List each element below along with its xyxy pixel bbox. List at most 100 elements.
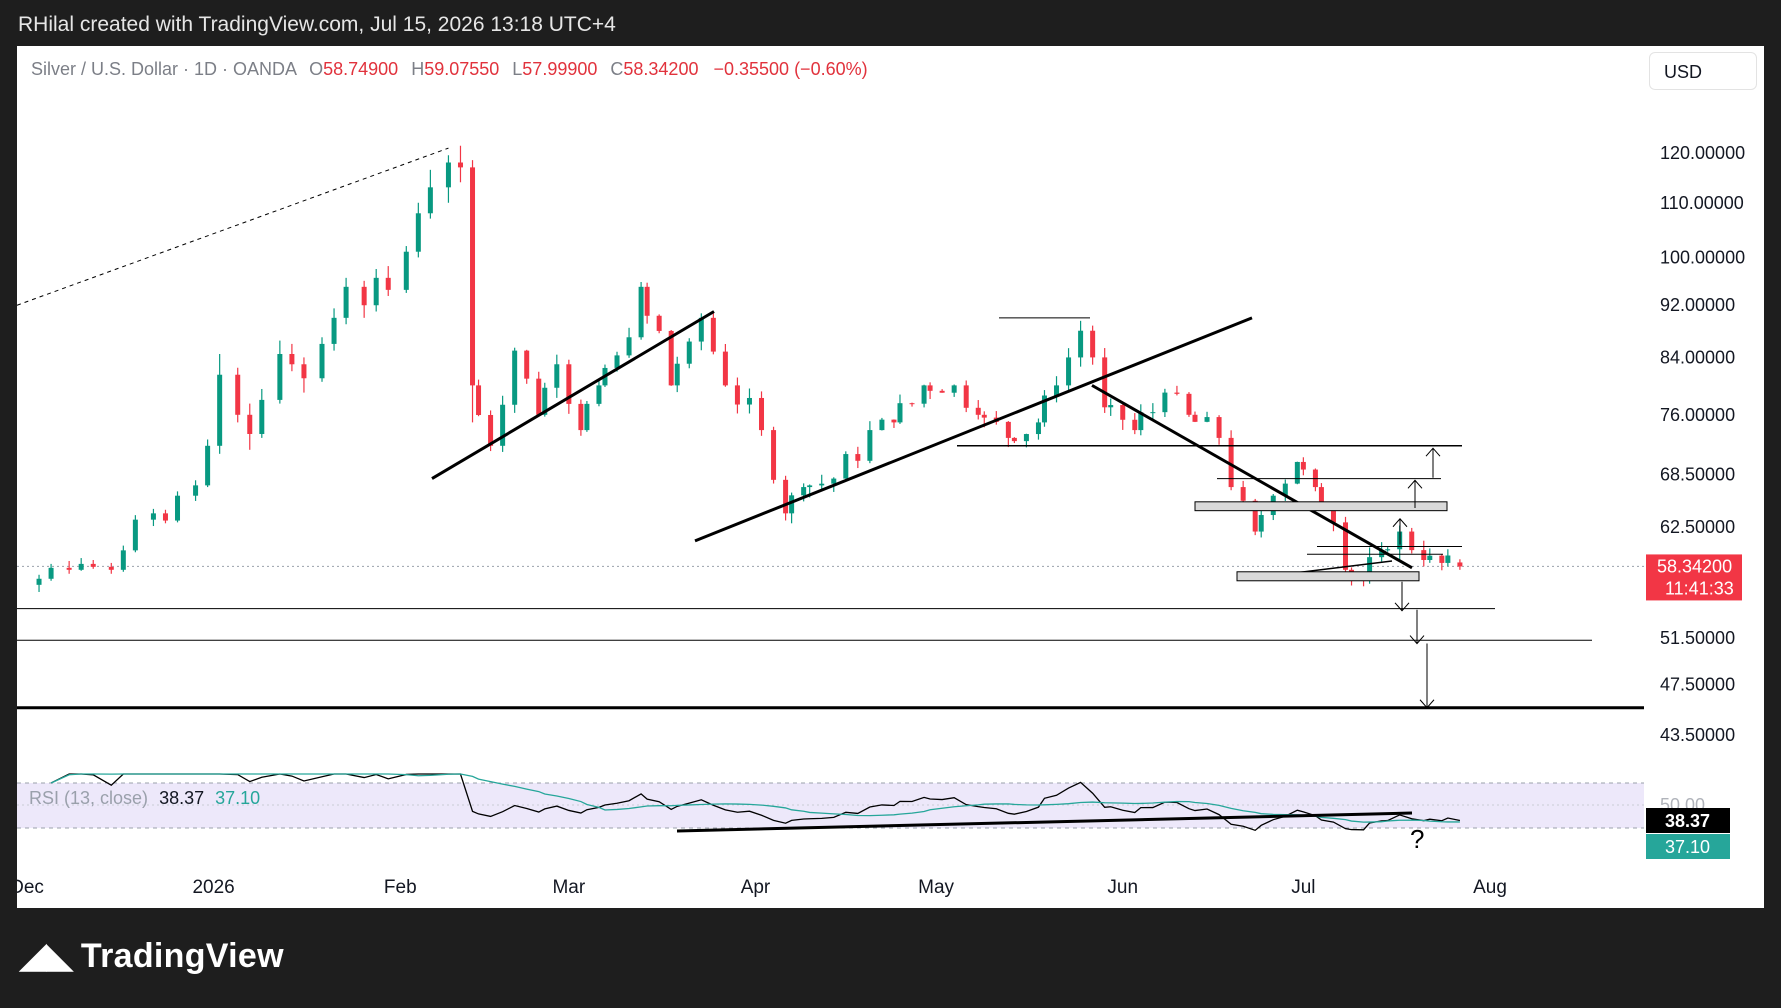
- candle-body: [373, 277, 379, 306]
- candle-body: [1011, 437, 1017, 442]
- candle-body: [78, 563, 84, 570]
- candle-body: [1427, 555, 1433, 560]
- close-label: C: [610, 59, 624, 79]
- candle-body: [385, 277, 391, 290]
- candle-body: [710, 317, 716, 352]
- candle-body: [578, 403, 584, 431]
- candle-body: [90, 563, 96, 567]
- candle-body: [891, 419, 897, 423]
- change-value: −0.35500 (−0.60%): [713, 59, 868, 79]
- price-tick-label: 120.00000: [1660, 143, 1745, 163]
- rsi-ma-value: 37.10: [215, 788, 261, 808]
- arrow-head: [1409, 635, 1425, 645]
- price-tick-label: 84.00000: [1660, 347, 1735, 367]
- annotation-question-mark: ?: [1410, 824, 1424, 854]
- candle-body: [415, 213, 421, 252]
- price-tick-label: 110.00000: [1660, 193, 1744, 213]
- candle-body: [1252, 500, 1258, 532]
- candle-body: [1132, 419, 1138, 431]
- currency-button[interactable]: USD: [1649, 52, 1757, 90]
- supply-zone: [1194, 501, 1448, 512]
- rsi-title[interactable]: RSI (13, close): [29, 788, 149, 808]
- candle-body: [1216, 417, 1222, 438]
- candle-body: [1282, 483, 1288, 496]
- candle-body: [470, 167, 476, 386]
- open-value: 58.74900: [323, 59, 399, 79]
- time-tick-label: Dec: [17, 877, 44, 898]
- candle-body: [554, 364, 560, 388]
- candle-body: [331, 317, 337, 344]
- candle-body: [1318, 487, 1324, 511]
- candle-body: [909, 403, 915, 405]
- candle-body: [771, 430, 777, 480]
- candle-body: [427, 187, 433, 214]
- candle-body: [1078, 330, 1084, 358]
- low-label: L: [512, 59, 523, 79]
- candle-body: [921, 385, 927, 404]
- time-tick-label: Apr: [741, 877, 771, 898]
- demand-zone: [1236, 571, 1420, 582]
- time-tick-label: Feb: [384, 877, 417, 898]
- candle-body: [175, 495, 181, 521]
- candle-body: [536, 378, 542, 415]
- candle-body: [132, 519, 138, 551]
- candle-body: [722, 351, 728, 386]
- trendline-support-1: [431, 310, 715, 480]
- candle-body: [1035, 422, 1041, 435]
- candle-body: [488, 414, 494, 446]
- candle-body: [759, 397, 765, 431]
- candle-body: [879, 419, 885, 431]
- price-tick-label: 100.00000: [1660, 247, 1745, 267]
- time-tick-label: Jun: [1107, 877, 1138, 898]
- rsi-value-tag-bg: [1646, 808, 1730, 833]
- rsi-ma-line: [50, 773, 1460, 823]
- high-label: H: [411, 59, 425, 79]
- candle-body: [626, 337, 632, 356]
- candle-body: [66, 567, 72, 570]
- candle-body: [512, 350, 518, 405]
- candle-body: [259, 399, 265, 434]
- candle-body: [1439, 555, 1445, 563]
- trendline-support-2: [694, 316, 1253, 543]
- price-tick-label: 51.50000: [1660, 628, 1735, 648]
- candle-body: [343, 286, 349, 318]
- footer: ◢◣ TradingView: [0, 908, 1781, 1008]
- candle-body: [150, 513, 156, 520]
- candle-body: [1090, 330, 1096, 358]
- candle-body: [524, 350, 530, 379]
- chart-canvas[interactable]: 120.00000 110.00000 100.00000 92.00000 84.00…: [17, 46, 1764, 908]
- candle-body: [596, 385, 602, 404]
- candle-body: [247, 414, 253, 434]
- candle-body: [1294, 461, 1300, 484]
- candles-group: [36, 145, 1463, 592]
- candle-body: [927, 385, 933, 391]
- candle-body: [638, 286, 644, 338]
- candle-body: [1192, 414, 1198, 422]
- brand-text: TradingView: [80, 937, 284, 975]
- candle-body: [656, 315, 662, 331]
- arrow-head: [1419, 699, 1435, 709]
- candle-body: [843, 454, 849, 479]
- candle-body: [1054, 385, 1060, 396]
- target-arrow-up-1: [1425, 447, 1441, 478]
- candle-body: [235, 374, 241, 415]
- candle-body: [746, 397, 752, 405]
- candle-body: [897, 403, 903, 423]
- candle-body: [951, 385, 957, 393]
- price-tick-label: 43.50000: [1660, 725, 1735, 745]
- symbol-title[interactable]: Silver / U.S. Dollar · 1D · OANDA: [31, 59, 297, 79]
- chart-panel[interactable]: 120.00000 110.00000 100.00000 92.00000 84.00…: [17, 46, 1764, 908]
- candle-body: [1005, 421, 1011, 438]
- rsi-value-tag: 38.37: [1665, 811, 1710, 831]
- time-tick-label: Jul: [1291, 877, 1315, 898]
- candle-body: [975, 407, 981, 415]
- candle-body: [668, 330, 674, 386]
- candle-body: [1102, 357, 1108, 408]
- candle-body: [1066, 357, 1072, 386]
- candle-body: [542, 387, 548, 415]
- price-axis: 120.00000 110.00000 100.00000 92.00000 84.00…: [1660, 143, 1745, 745]
- candle-body: [819, 483, 825, 486]
- candle-body: [217, 374, 223, 446]
- tv-mark-icon: ◢◣: [20, 937, 73, 975]
- tradingview-logo[interactable]: ◢◣ TradingView: [20, 936, 284, 976]
